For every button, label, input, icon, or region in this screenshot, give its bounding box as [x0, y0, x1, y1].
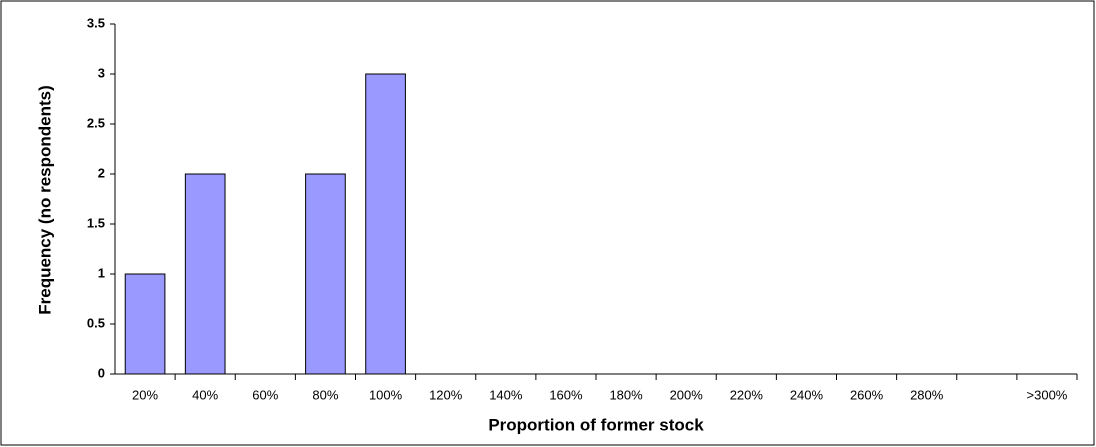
x-tick-label: 240%: [790, 387, 824, 402]
x-tick-label: 180%: [609, 387, 643, 402]
y-tick-label: 3.5: [87, 15, 105, 30]
bar: [365, 73, 406, 375]
bar: [124, 273, 166, 375]
y-tick-label: 3: [98, 65, 105, 80]
y-tick-label: 1: [98, 265, 105, 280]
x-tick-label: 280%: [910, 387, 944, 402]
x-tick-label: 20%: [132, 387, 158, 402]
bar: [305, 173, 346, 375]
x-tick-label: 200%: [670, 387, 704, 402]
x-tick-label: 220%: [730, 387, 764, 402]
y-axis-title: Frequency (no respondents): [35, 85, 54, 315]
x-tick-label: >300%: [1027, 387, 1068, 402]
y-tick-label: 0.5: [87, 315, 105, 330]
y-tick-label: 2.5: [87, 115, 105, 130]
x-tick-label: 40%: [192, 387, 218, 402]
x-tick-label: 120%: [429, 387, 463, 402]
bar: [184, 173, 226, 375]
y-tick-label: 2: [98, 165, 105, 180]
y-tick-label: 1.5: [87, 215, 105, 230]
x-axis-title: Proportion of former stock: [488, 415, 704, 434]
x-tick-label: 60%: [252, 387, 278, 402]
x-tick-label: 260%: [850, 387, 884, 402]
x-tick-label: 100%: [369, 387, 403, 402]
x-tick-label: 80%: [312, 387, 338, 402]
x-tick-label: 140%: [489, 387, 523, 402]
x-tick-label: 160%: [549, 387, 583, 402]
y-tick-label: 0: [98, 365, 105, 380]
